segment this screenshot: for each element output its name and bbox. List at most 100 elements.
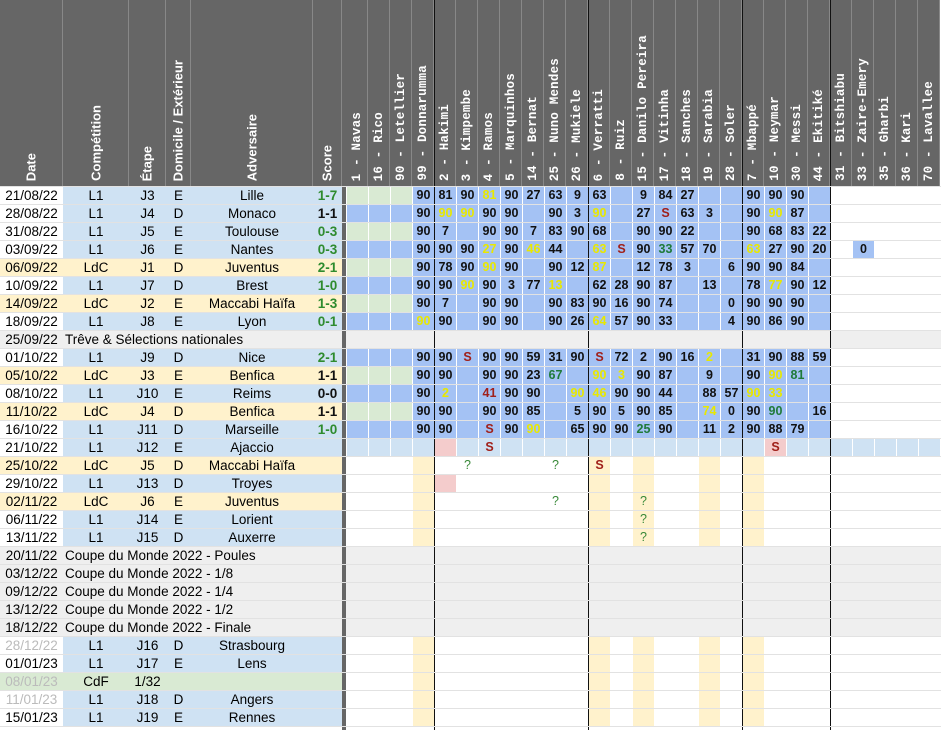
header-player[interactable]: 4 - Ramos [478,0,500,186]
home-away-cell: D [166,529,191,546]
header-player[interactable]: 3 - Kimpembe [456,0,478,186]
row-divider [0,546,941,547]
player-cell [633,637,654,654]
player-cell: 90 [633,223,654,240]
player-cell: 90 [413,367,434,384]
player-cell: 7 [435,223,456,240]
player-cell [633,673,654,690]
competition-cell: L1 [63,421,129,438]
player-cell: 90 [457,277,478,294]
header-player[interactable]: 30 - Messi [786,0,808,186]
header-player[interactable]: 25 - Nuno Mendes [544,0,566,186]
date-cell: 21/08/22 [0,187,63,204]
header-player[interactable]: 90 - Letellier [390,0,412,186]
header-player[interactable]: 26 - Mukiele [566,0,588,186]
header-player[interactable]: 28 - Soler [720,0,742,186]
header-player[interactable]: 6 - Verratti [588,0,610,186]
header-player[interactable]: 70 - Lavallee [918,0,940,186]
player-cell: 90 [413,241,434,258]
player-cell: 90 [435,241,456,258]
stage-cell: J8 [129,313,166,330]
opponent-cell: Angers [191,691,313,708]
header-stage[interactable]: Étape [129,0,166,186]
player-cell [413,475,434,492]
player-cell [369,259,390,276]
player-cell: S [479,421,500,438]
player-cell: 90 [435,277,456,294]
player-cell [743,637,764,654]
player-cell [589,511,610,528]
header-player[interactable]: 16 - Rico [368,0,390,186]
player-cell: 59 [523,349,544,366]
header-player[interactable]: 1 - Navas [346,0,368,186]
header-player[interactable]: 5 - Marquinhos [500,0,522,186]
header-player[interactable]: 15 - Danilo Pereira [632,0,654,186]
player-cell: 70 [699,241,720,258]
player-cell: 28 [611,277,632,294]
player-name: 7 - Mbappé [745,103,760,181]
player-cell [523,313,544,330]
player-cell [523,439,544,456]
home-away-cell: D [166,349,191,366]
group-divider [830,0,831,730]
header-player[interactable]: 7 - Mbappé [742,0,764,186]
player-cell: 57 [611,313,632,330]
player-cell: 90 [611,421,632,438]
header-player[interactable]: 10 - Neymar [764,0,786,186]
opponent-cell: Nice [191,349,313,366]
row-divider [0,402,941,403]
header-competition[interactable]: Compétition [63,0,129,186]
stage-cell: J5 [129,223,166,240]
player-cell [611,187,632,204]
player-cell: 7 [523,223,544,240]
header-opponent[interactable]: Adversaire [191,0,313,186]
player-cell: 81 [435,187,456,204]
player-cell [809,187,830,204]
score-cell [313,439,342,456]
player-cell: ? [633,511,654,528]
player-cell [655,439,676,456]
opponent-cell: Troyes [191,475,313,492]
player-cell: 64 [589,313,610,330]
player-cell: 25 [633,421,654,438]
date-cell: 18/12/22 [0,619,63,636]
header-player[interactable]: 33 - Zaire-Emery [852,0,874,186]
player-cell: 3 [501,277,522,294]
score-cell [313,637,342,654]
player-cell: 90 [787,313,808,330]
date-cell: 03/09/22 [0,241,63,258]
header-player[interactable]: 31 - Bitshiabu [830,0,852,186]
header-date[interactable]: Date [0,0,63,186]
header-score[interactable]: Score [313,0,342,186]
row-divider [0,258,941,259]
header-player[interactable]: 44 - Ekitiké [808,0,830,186]
player-cell [699,259,720,276]
player-cell: 77 [523,277,544,294]
player-cell: 11 [699,421,720,438]
player-cell [369,421,390,438]
player-cell: 90 [545,205,566,222]
header-player[interactable]: 19 - Sarabia [698,0,720,186]
header-player[interactable]: 18 - Sanches [676,0,698,186]
player-cell: 90 [633,367,654,384]
player-cell [831,439,852,456]
player-cell: 90 [589,205,610,222]
home-away-cell [166,673,191,690]
header-player[interactable]: 8 - Ruiz [610,0,632,186]
date-cell: 18/09/22 [0,313,63,330]
header-player[interactable]: 17 - Vitinha [654,0,676,186]
player-cell: 65 [567,421,588,438]
header-player[interactable]: 2 - Hakimi [434,0,456,186]
header-player[interactable]: 99 - Donnarumma [412,0,434,186]
player-name: 17 - Vitinha [657,88,672,181]
header-home_away[interactable]: Domicile / Extérieur [166,0,191,186]
header-player[interactable]: 36 - Kari [896,0,918,186]
header-player[interactable]: 35 - Gharbi [874,0,896,186]
date-cell: 11/01/23 [0,691,63,708]
header-player[interactable]: 14 - Bernat [522,0,544,186]
score-cell [313,709,342,726]
player-cell [677,367,698,384]
home-away-cell: D [166,457,191,474]
player-cell [699,709,720,726]
player-cell [809,385,830,402]
